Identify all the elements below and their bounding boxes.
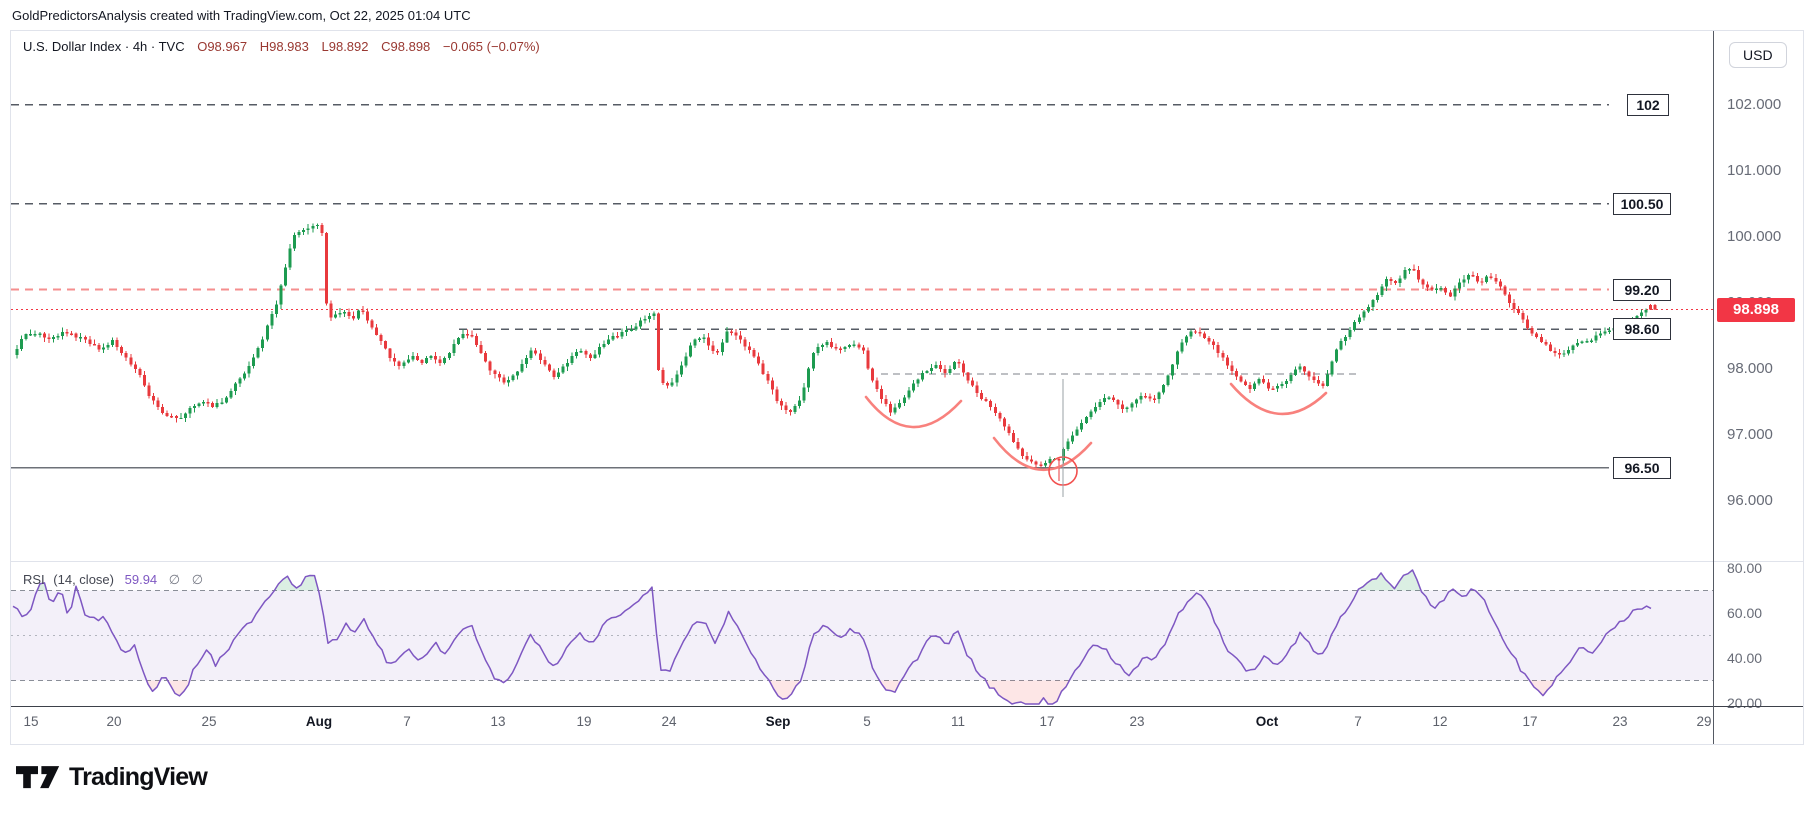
tradingview-mark-icon (16, 766, 60, 789)
time-label-17[interactable]: 17 (1522, 714, 1538, 729)
pane-divider[interactable] (11, 561, 1803, 562)
hand-drawn-arc[interactable] (992, 436, 1093, 472)
time-label-17[interactable]: 17 (1039, 714, 1055, 729)
price-tick-97.000: 97.000 (1727, 425, 1773, 443)
time-label-23[interactable]: 23 (1129, 714, 1145, 729)
rsi-value: 59.94 (124, 572, 158, 587)
tradingview-logo[interactable]: TradingView (16, 763, 208, 792)
price-axis-separator[interactable] (1713, 31, 1714, 744)
price-change: −0.065 (−0.07%) (442, 39, 540, 54)
time-label-23[interactable]: 23 (1612, 714, 1628, 729)
level-label-99.20[interactable]: 99.20 (1613, 278, 1671, 301)
tradingview-logo-text: TradingView (69, 763, 208, 791)
time-label-15[interactable]: 15 (23, 714, 39, 729)
time-label-20[interactable]: 20 (106, 714, 122, 729)
rsi-oversold-fill (13, 680, 1655, 704)
time-label-19[interactable]: 19 (576, 714, 592, 729)
time-label-7[interactable]: 7 (1354, 714, 1362, 729)
symbol-name: U.S. Dollar Index · 4h · TVC (23, 39, 185, 54)
level-label-98.60[interactable]: 98.60 (1613, 318, 1671, 341)
page-title: GoldPredictorsAnalysis created with Trad… (12, 8, 471, 23)
time-label-5[interactable]: 5 (863, 714, 871, 729)
chart-widget: U.S. Dollar Index · 4h · TVC O98.967 H98… (10, 30, 1804, 745)
ohlc-open: O98.967 (197, 39, 248, 54)
time-label-29[interactable]: 29 (1696, 714, 1712, 729)
rsi-params: (14, close) (53, 572, 114, 587)
ohlc-high: H98.983 (259, 39, 309, 54)
time-label-11[interactable]: 11 (950, 714, 966, 729)
time-label-Sep[interactable]: Sep (765, 714, 791, 729)
ohlc-low: L98.892 (321, 39, 369, 54)
price-tick-96.000: 96.000 (1727, 491, 1773, 509)
rsi-legend: RSI (14, close) 59.94 ∅ ∅ (23, 572, 203, 588)
chart-legend: U.S. Dollar Index · 4h · TVC O98.967 H98… (23, 39, 540, 54)
level-label-102[interactable]: 102 (1627, 93, 1669, 116)
current-price-badge: 98.898 (1717, 297, 1795, 322)
currency-toggle-button[interactable]: USD (1729, 42, 1787, 68)
rsi-tick-80.00: 80.00 (1727, 560, 1763, 576)
price-tick-101.000: 101.000 (1727, 161, 1782, 179)
rsi-empty-icon: ∅ (191, 572, 204, 587)
main-price-pane[interactable] (11, 31, 1713, 561)
time-label-7[interactable]: 7 (403, 714, 411, 729)
rsi-line (12, 569, 1652, 705)
rsi-tick-20.00: 20.00 (1727, 695, 1763, 711)
rsi-empty-icon: ∅ (168, 572, 181, 587)
rsi-tick-60.00: 60.00 (1727, 605, 1763, 621)
rsi-tick-40.00: 40.00 (1727, 650, 1763, 666)
candles (15, 222, 1657, 482)
time-label-13[interactable]: 13 (490, 714, 506, 729)
time-label-Oct[interactable]: Oct (1255, 714, 1279, 729)
time-label-12[interactable]: 12 (1432, 714, 1448, 729)
price-tick-100.000: 100.000 (1727, 227, 1782, 245)
rsi-title: RSI (23, 572, 45, 587)
level-label-100.50[interactable]: 100.50 (1613, 192, 1671, 215)
time-label-24[interactable]: 24 (661, 714, 677, 729)
hand-drawn-arc[interactable] (864, 395, 963, 429)
price-tick-98.000: 98.000 (1727, 359, 1773, 377)
time-label-25[interactable]: 25 (201, 714, 217, 729)
price-tick-102.000: 102.000 (1727, 95, 1782, 113)
time-label-Aug[interactable]: Aug (305, 714, 333, 729)
time-axis-separator (11, 706, 1803, 707)
level-label-96.50[interactable]: 96.50 (1613, 456, 1671, 479)
ohlc-close: C98.898 (381, 39, 431, 54)
rsi-pane[interactable] (11, 562, 1713, 706)
hand-drawn-arc[interactable] (1229, 382, 1328, 416)
